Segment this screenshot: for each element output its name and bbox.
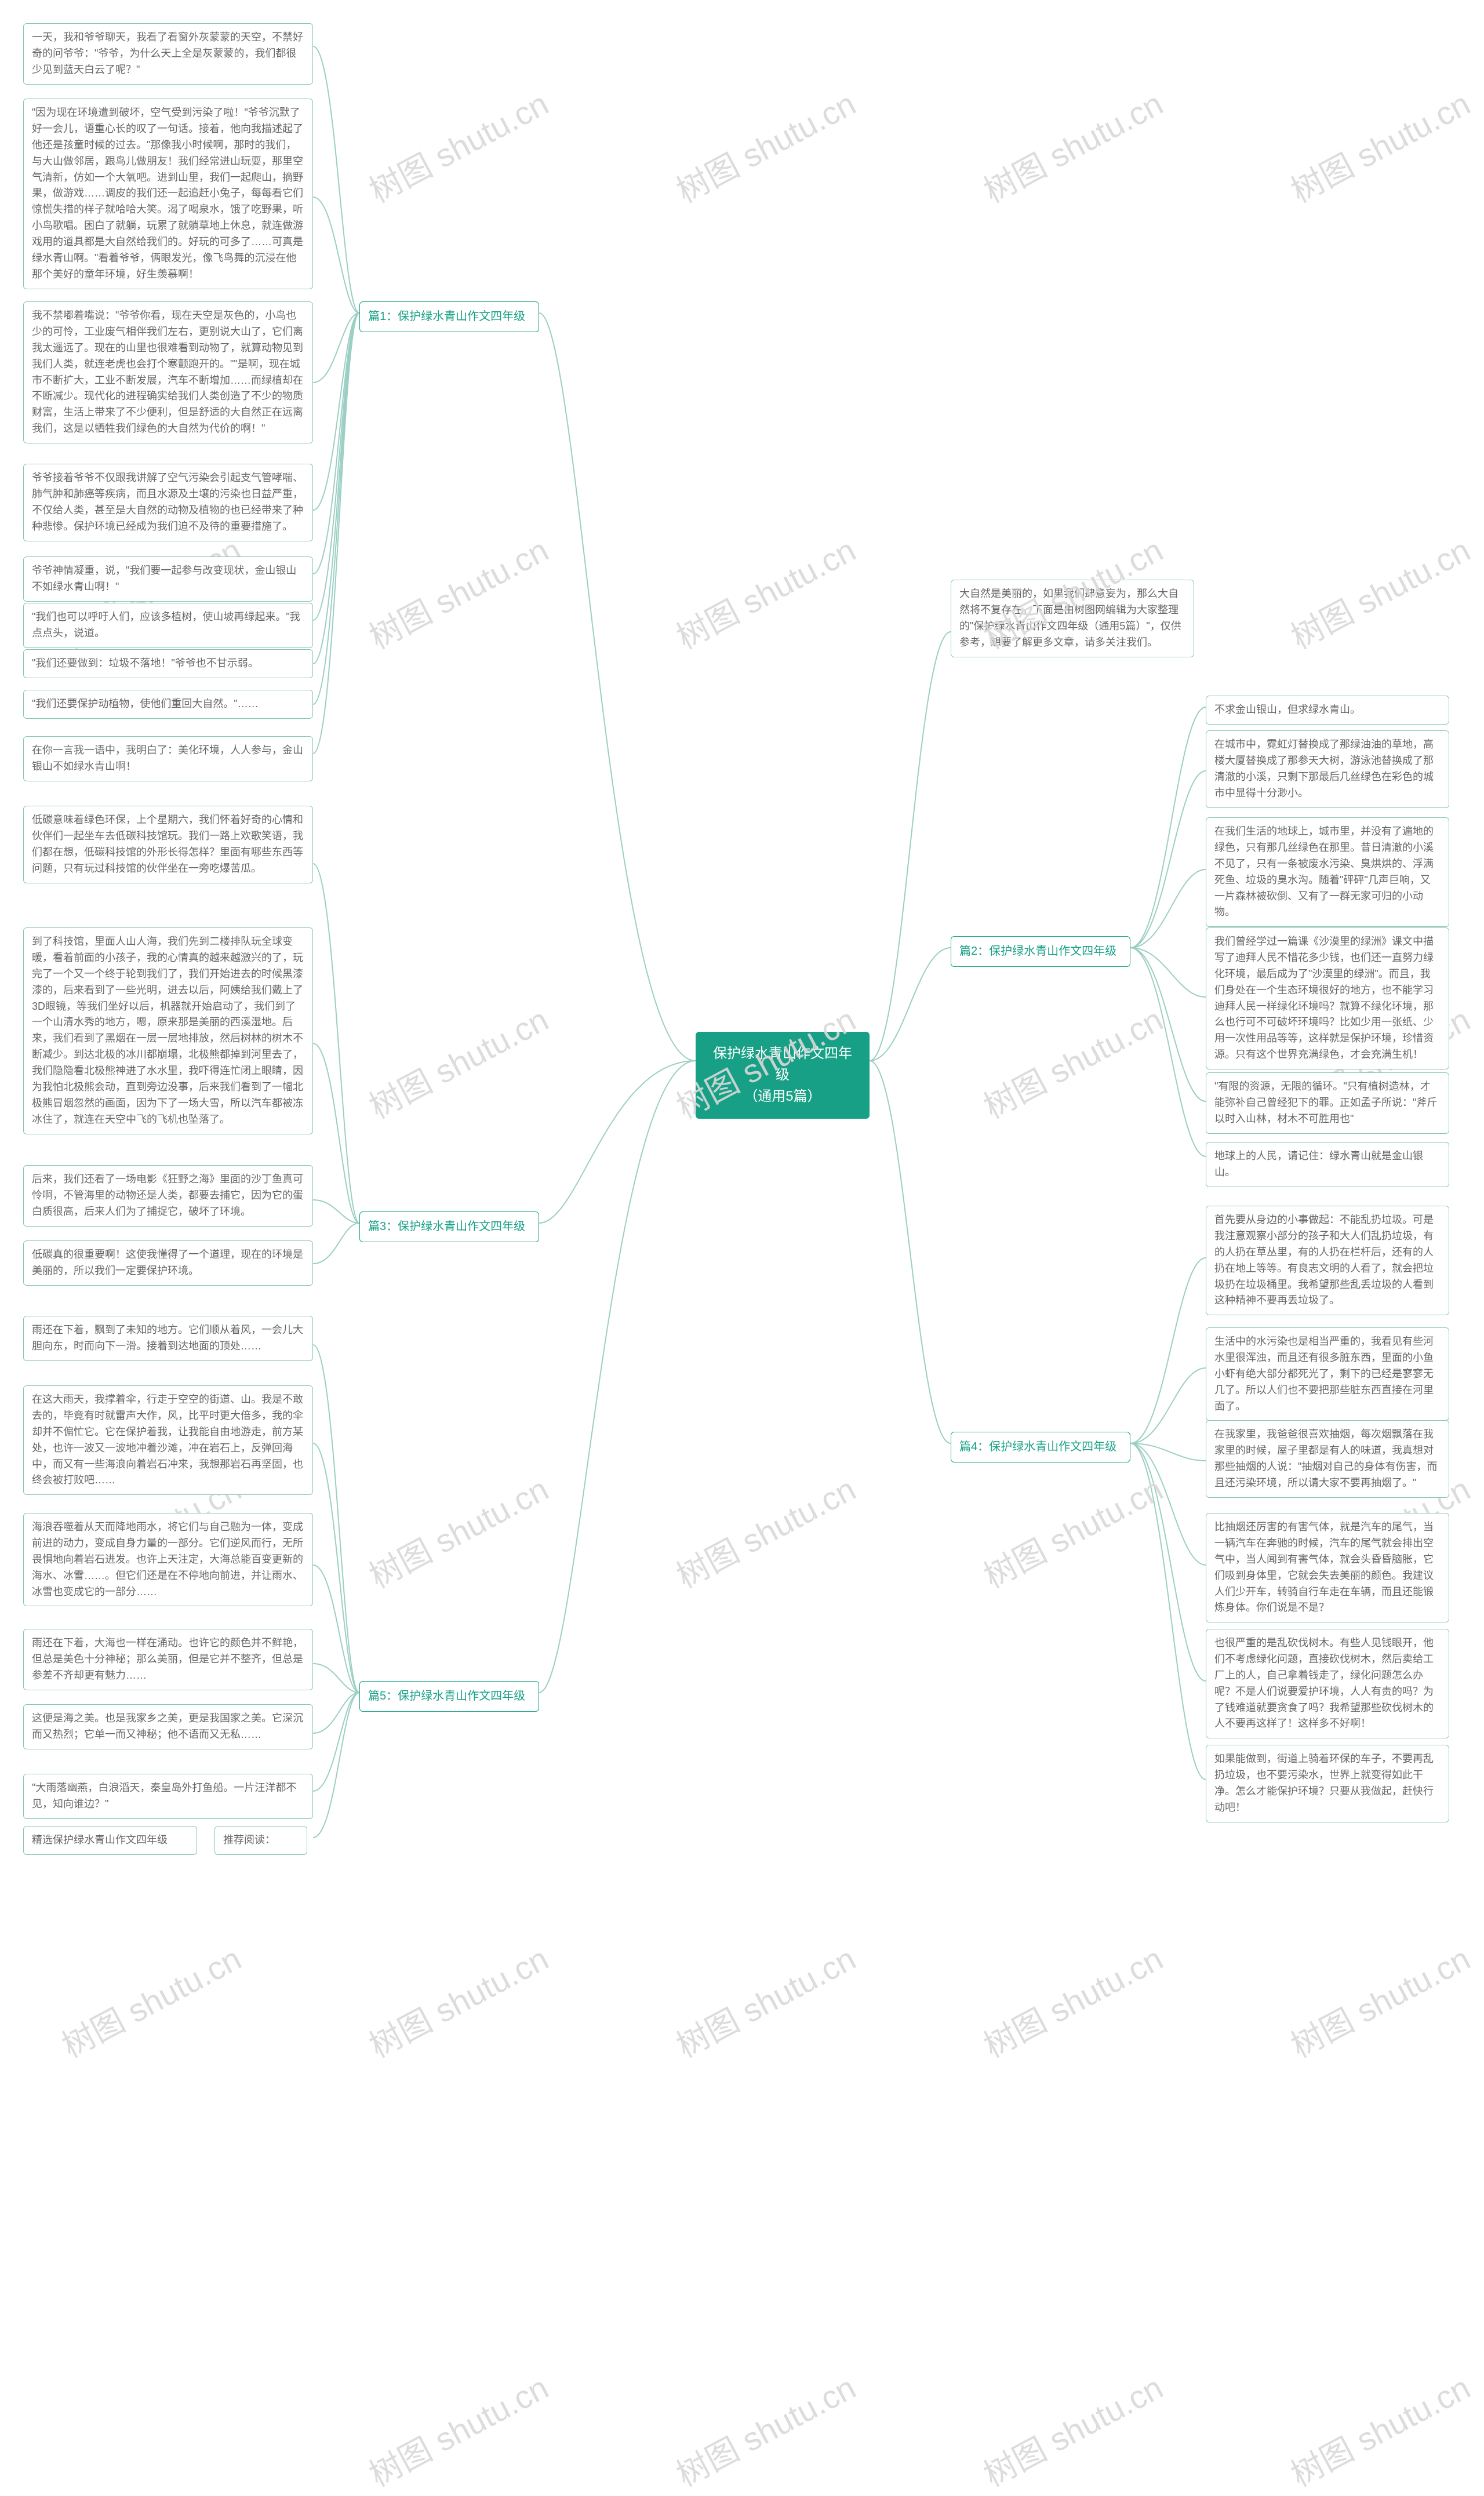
watermark: 树图 shutu.cn (360, 2362, 556, 2496)
leaf-node: 在我家里，我爸爸很喜欢抽烟，每次烟飘落在我家里的时候，屋子里都是有人的味道，我真… (1206, 1420, 1449, 1498)
leaf-node: "我们还要保护动植物，使他们重回大自然。"…… (23, 690, 313, 719)
leaf-node: "有限的资源，无限的循环。"只有植树造林，才能弥补自己曾经犯下的罪。正如孟子所说… (1206, 1072, 1449, 1134)
leaf-node: 我不禁嘟着嘴说："爷爷你看，现在天空是灰色的，小鸟也少的可怜，工业废气相伴我们左… (23, 301, 313, 443)
branch-node: 篇4：保护绿水青山作文四年级 (951, 1432, 1130, 1462)
leaf-node: 爷爷接着爷爷不仅跟我讲解了空气污染会引起支气管哮喘、肺气肿和肺癌等疾病，而且水源… (23, 464, 313, 541)
watermark: 树图 shutu.cn (1282, 525, 1478, 658)
watermark: 树图 shutu.cn (360, 525, 556, 658)
leaf-node: 我们曾经学过一篇课《沙漠里的绿洲》课文中描写了迪拜人民不惜花多少钱，也们还一直努… (1206, 927, 1449, 1069)
leaf-node: 如果能做到，街道上骑着环保的车子，不要再乱扔垃圾，也不要污染水，世界上就变得如此… (1206, 1745, 1449, 1822)
watermark: 树图 shutu.cn (1282, 78, 1478, 212)
leaf-node: 到了科技馆，里面人山人海，我们先到二楼排队玩全球变暖，看着前面的小孩子，我的心情… (23, 927, 313, 1134)
center-title: 保护绿水青山作文四年级（通用5篇） (713, 1046, 852, 1104)
watermark: 树图 shutu.cn (1282, 1933, 1478, 2067)
leaf-node: 地球上的人民，请记住：绿水青山就是金山银山。 (1206, 1142, 1449, 1187)
leaf-node: 推荐阅读： (214, 1826, 307, 1855)
leaf-node: "因为现在环境遭到破坏，空气受到污染了啦！"爷爷沉默了好一会儿，语重心长的叹了一… (23, 99, 313, 289)
leaf-node: 精选保护绿水青山作文四年级 (23, 1826, 197, 1855)
watermark: 树图 shutu.cn (667, 525, 863, 658)
watermark: 树图 shutu.cn (974, 1464, 1170, 1598)
watermark: 树图 shutu.cn (360, 1933, 556, 2067)
watermark: 树图 shutu.cn (360, 78, 556, 212)
leaf-node: "我们还要做到：垃圾不落地！"爷爷也不甘示弱。 (23, 649, 313, 678)
center-node: 保护绿水青山作文四年级（通用5篇） (696, 1032, 870, 1119)
watermark: 树图 shutu.cn (667, 2362, 863, 2496)
intro-node: 大自然是美丽的，如果我们肆意妄为，那么大自然将不复存在。下面是由树图网编辑为大家… (951, 580, 1194, 657)
leaf-node: 在你一言我一语中，我明白了：美化环境，人人参与，金山银山不如绿水青山啊！ (23, 736, 313, 781)
leaf-node: 爷爷神情凝重，说，"我们要一起参与改变现状，金山银山不如绿水青山啊！" (23, 556, 313, 602)
leaf-node: 一天，我和爷爷聊天，我看了看窗外灰蒙蒙的天空，不禁好奇的问爷爷："爷爷，为什么天… (23, 23, 313, 85)
leaf-node: 比抽烟还厉害的有害气体，就是汽车的尾气，当一辆汽车在奔驰的时候，汽车的尾气就会排… (1206, 1513, 1449, 1622)
leaf-node: 后来，我们还看了一场电影《狂野之海》里面的沙丁鱼真可怜啊，不管海里的动物还是人类… (23, 1165, 313, 1227)
branch-node: 篇5：保护绿水青山作文四年级 (359, 1681, 539, 1712)
leaf-node: 在我们生活的地球上，城市里，并没有了遍地的绿色，只有那几丝绿色在那里。昔日清澈的… (1206, 817, 1449, 927)
leaf-node: 在城市中，霓虹灯替换成了那绿油油的草地，高楼大厦替换成了那参天大树，游泳池替换成… (1206, 730, 1449, 808)
leaf-node: 低碳意味着绿色环保，上个星期六，我们怀着好奇的心情和伙伴们一起坐车去低碳科技馆玩… (23, 806, 313, 883)
mindmap-canvas: 保护绿水青山作文四年级（通用5篇） 大自然是美丽的，如果我们肆意妄为，那么大自然… (0, 0, 1484, 2470)
watermark: 树图 shutu.cn (360, 994, 556, 1128)
watermark: 树图 shutu.cn (53, 1933, 249, 2067)
intro-text: 大自然是美丽的，如果我们肆意妄为，那么大自然将不复存在。下面是由树图网编辑为大家… (959, 588, 1181, 648)
leaf-node: 首先要从身边的小事做起：不能乱扔垃圾。可是我注意观察小部分的孩子和大人们乱扔垃圾… (1206, 1206, 1449, 1315)
watermark: 树图 shutu.cn (974, 78, 1170, 212)
watermark: 树图 shutu.cn (974, 994, 1170, 1128)
watermark: 树图 shutu.cn (974, 2362, 1170, 2496)
branch-node: 篇2：保护绿水青山作文四年级 (951, 936, 1130, 967)
watermark: 树图 shutu.cn (974, 1933, 1170, 2067)
leaf-node: 雨还在下着，飘到了未知的地方。它们顺从着风，一会儿大胆向东，时而向下一滑。接着到… (23, 1316, 313, 1361)
leaf-node: 也很严重的是乱砍伐树木。有些人见钱眼开，他们不考虑绿化问题，直接砍伐树木，然后卖… (1206, 1629, 1449, 1738)
leaf-node: 海浪吞噬着从天而降地雨水，将它们与自己融为一体，变成前进的动力，变成自身力量的一… (23, 1513, 313, 1606)
leaf-node: 在这大雨天，我撑着伞，行走于空空的街道、山。我是不敢去的，毕竟有时就雷声大作，风… (23, 1385, 313, 1495)
watermark: 树图 shutu.cn (1282, 2362, 1478, 2496)
watermark: 树图 shutu.cn (667, 78, 863, 212)
leaf-node: 雨还在下着，大海也一样在涌动。也许它的颜色并不鲜艳，但总是美色十分神秘；那么美丽… (23, 1629, 313, 1690)
watermark: 树图 shutu.cn (667, 1933, 863, 2067)
leaf-node: 不求金山银山，但求绿水青山。 (1206, 696, 1449, 725)
leaf-node: 这便是海之美。也是我家乡之美，更是我国家之美。它深沉而又热烈；它单一而又神秘；他… (23, 1704, 313, 1749)
leaf-node: "大雨落幽燕，白浪滔天，秦皇岛外打鱼船。一片汪洋都不见，知向谁边？" (23, 1774, 313, 1819)
branch-node: 篇1：保护绿水青山作文四年级 (359, 301, 539, 332)
watermark: 树图 shutu.cn (360, 1464, 556, 1598)
leaf-node: 生活中的水污染也是相当严重的，我看见有些河水里很浑浊，而且还有很多脏东西，里面的… (1206, 1327, 1449, 1421)
leaf-node: 低碳真的很重要啊！这使我懂得了一个道理，现在的环境是美丽的，所以我们一定要保护环… (23, 1240, 313, 1286)
watermark: 树图 shutu.cn (667, 1464, 863, 1598)
leaf-node: "我们也可以呼吁人们，应该多植树，使山坡再绿起来。"我点点头，说道。 (23, 603, 313, 648)
branch-node: 篇3：保护绿水青山作文四年级 (359, 1211, 539, 1242)
